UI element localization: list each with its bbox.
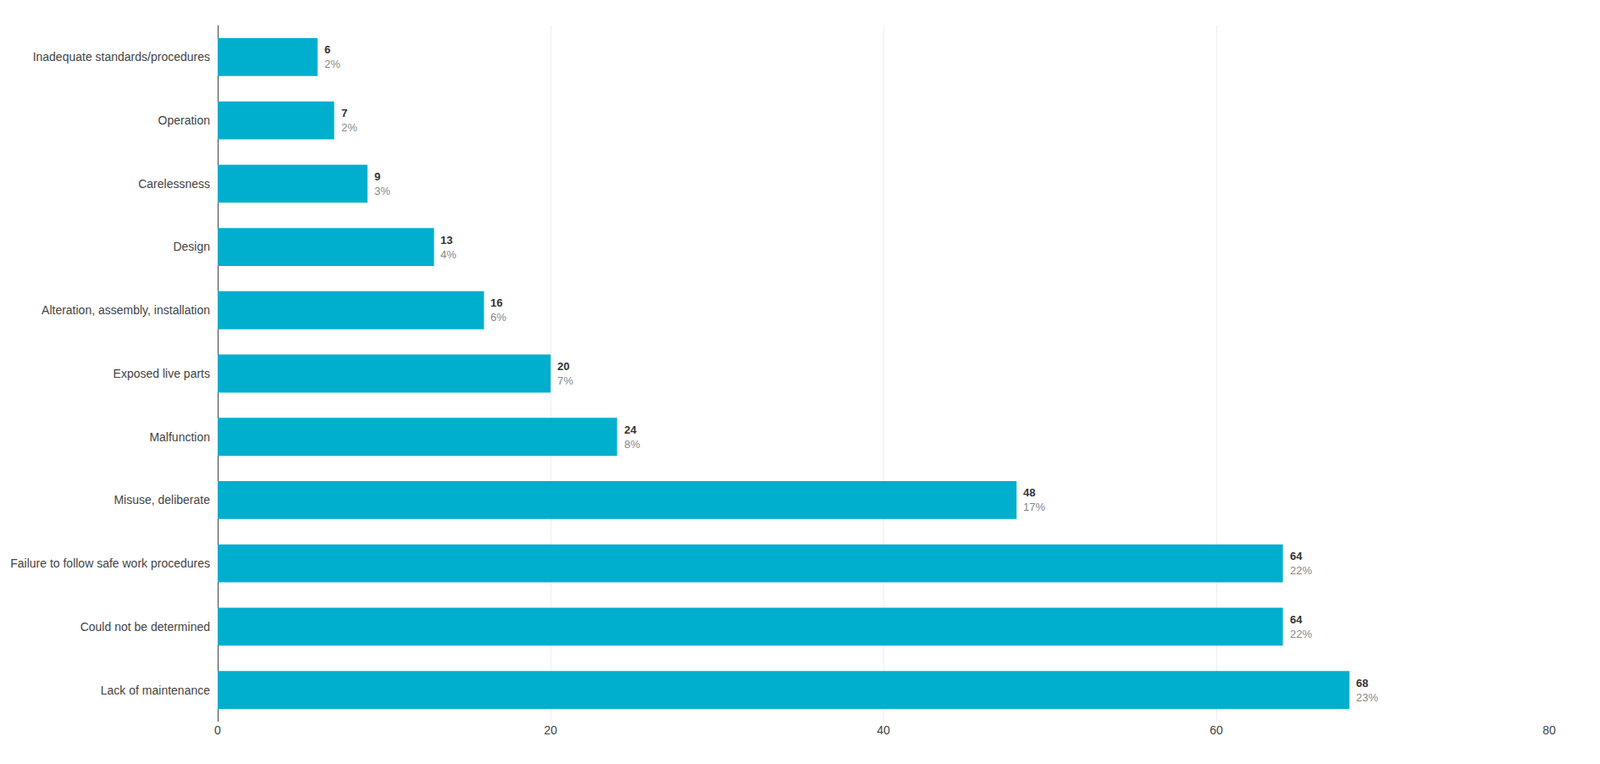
svg-text:40: 40	[876, 723, 891, 737]
svg-text:93%: 93%	[374, 170, 391, 198]
svg-text:Alteration, assembly, installa: Alteration, assembly, installation	[41, 303, 211, 317]
svg-text:4817%: 4817%	[1023, 486, 1046, 514]
svg-text:80: 80	[1542, 723, 1556, 737]
svg-text:Design: Design	[172, 239, 211, 254]
svg-text:6422%: 6422%	[1289, 613, 1313, 641]
svg-text:20: 20	[543, 723, 558, 737]
svg-text:Lack of maintenance: Lack of maintenance	[100, 683, 211, 698]
svg-text:72%: 72%	[341, 106, 358, 134]
svg-text:Failure to follow safe work pr: Failure to follow safe work procedures	[10, 556, 211, 571]
svg-text:Exposed live parts: Exposed live parts	[113, 366, 211, 381]
svg-text:134%: 134%	[440, 233, 457, 261]
svg-text:62%: 62%	[324, 43, 341, 71]
svg-text:Could not be determined: Could not be determined	[80, 620, 211, 634]
svg-text:6422%: 6422%	[1289, 549, 1313, 577]
svg-text:Operation: Operation	[158, 113, 211, 128]
svg-text:6823%: 6823%	[1356, 676, 1379, 704]
svg-text:60: 60	[1209, 723, 1224, 737]
svg-text:Carelessness: Carelessness	[138, 177, 211, 191]
svg-text:0: 0	[214, 723, 222, 737]
svg-text:Malfunction: Malfunction	[149, 430, 211, 444]
svg-text:207%: 207%	[557, 359, 574, 388]
svg-text:Inadequate standards/procedure: Inadequate standards/procedures	[33, 49, 211, 64]
svg-text:248%: 248%	[624, 423, 641, 451]
svg-text:166%: 166%	[490, 296, 507, 324]
svg-text:Misuse, deliberate: Misuse, deliberate	[113, 492, 211, 507]
